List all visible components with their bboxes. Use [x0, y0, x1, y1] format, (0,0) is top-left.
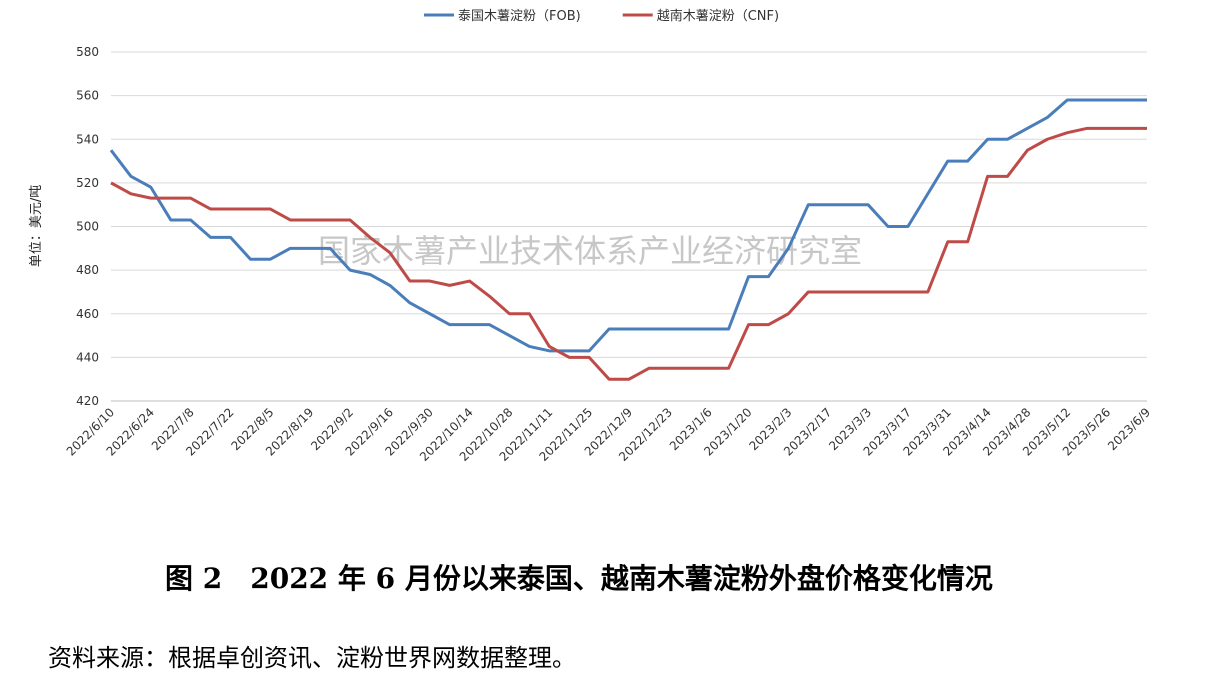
legend-label: 越南木薯淀粉（CNF)	[657, 8, 779, 24]
source-note: 资料来源：根据卓创资讯、淀粉世界网数据整理。	[48, 644, 576, 672]
caption: 图 2 2022 年 6 月份以来泰国、越南木薯淀粉外盘价格变化情况	[165, 562, 993, 595]
x-tick-label: 2023/6/9	[1105, 405, 1153, 453]
y-tick-label: 520	[76, 176, 99, 190]
series-line	[110, 126, 1147, 381]
y-tick-label: 480	[76, 263, 99, 277]
y-tick-label: 440	[76, 350, 99, 364]
y-tick-label: 420	[76, 394, 99, 408]
y-tick-label: 500	[76, 220, 99, 234]
legend-label: 泰国木薯淀粉（FOB)	[458, 9, 581, 24]
watermark: 国家木薯产业技术体系产业经济研究室	[318, 232, 862, 270]
y-tick-label: 540	[76, 132, 99, 146]
y-tick-label: 460	[76, 307, 99, 321]
y-tick-label: 580	[76, 45, 99, 59]
series-line	[109, 98, 1147, 353]
y-axis-label: 单位：美元/吨	[29, 185, 44, 267]
y-tick-label: 560	[76, 89, 99, 103]
